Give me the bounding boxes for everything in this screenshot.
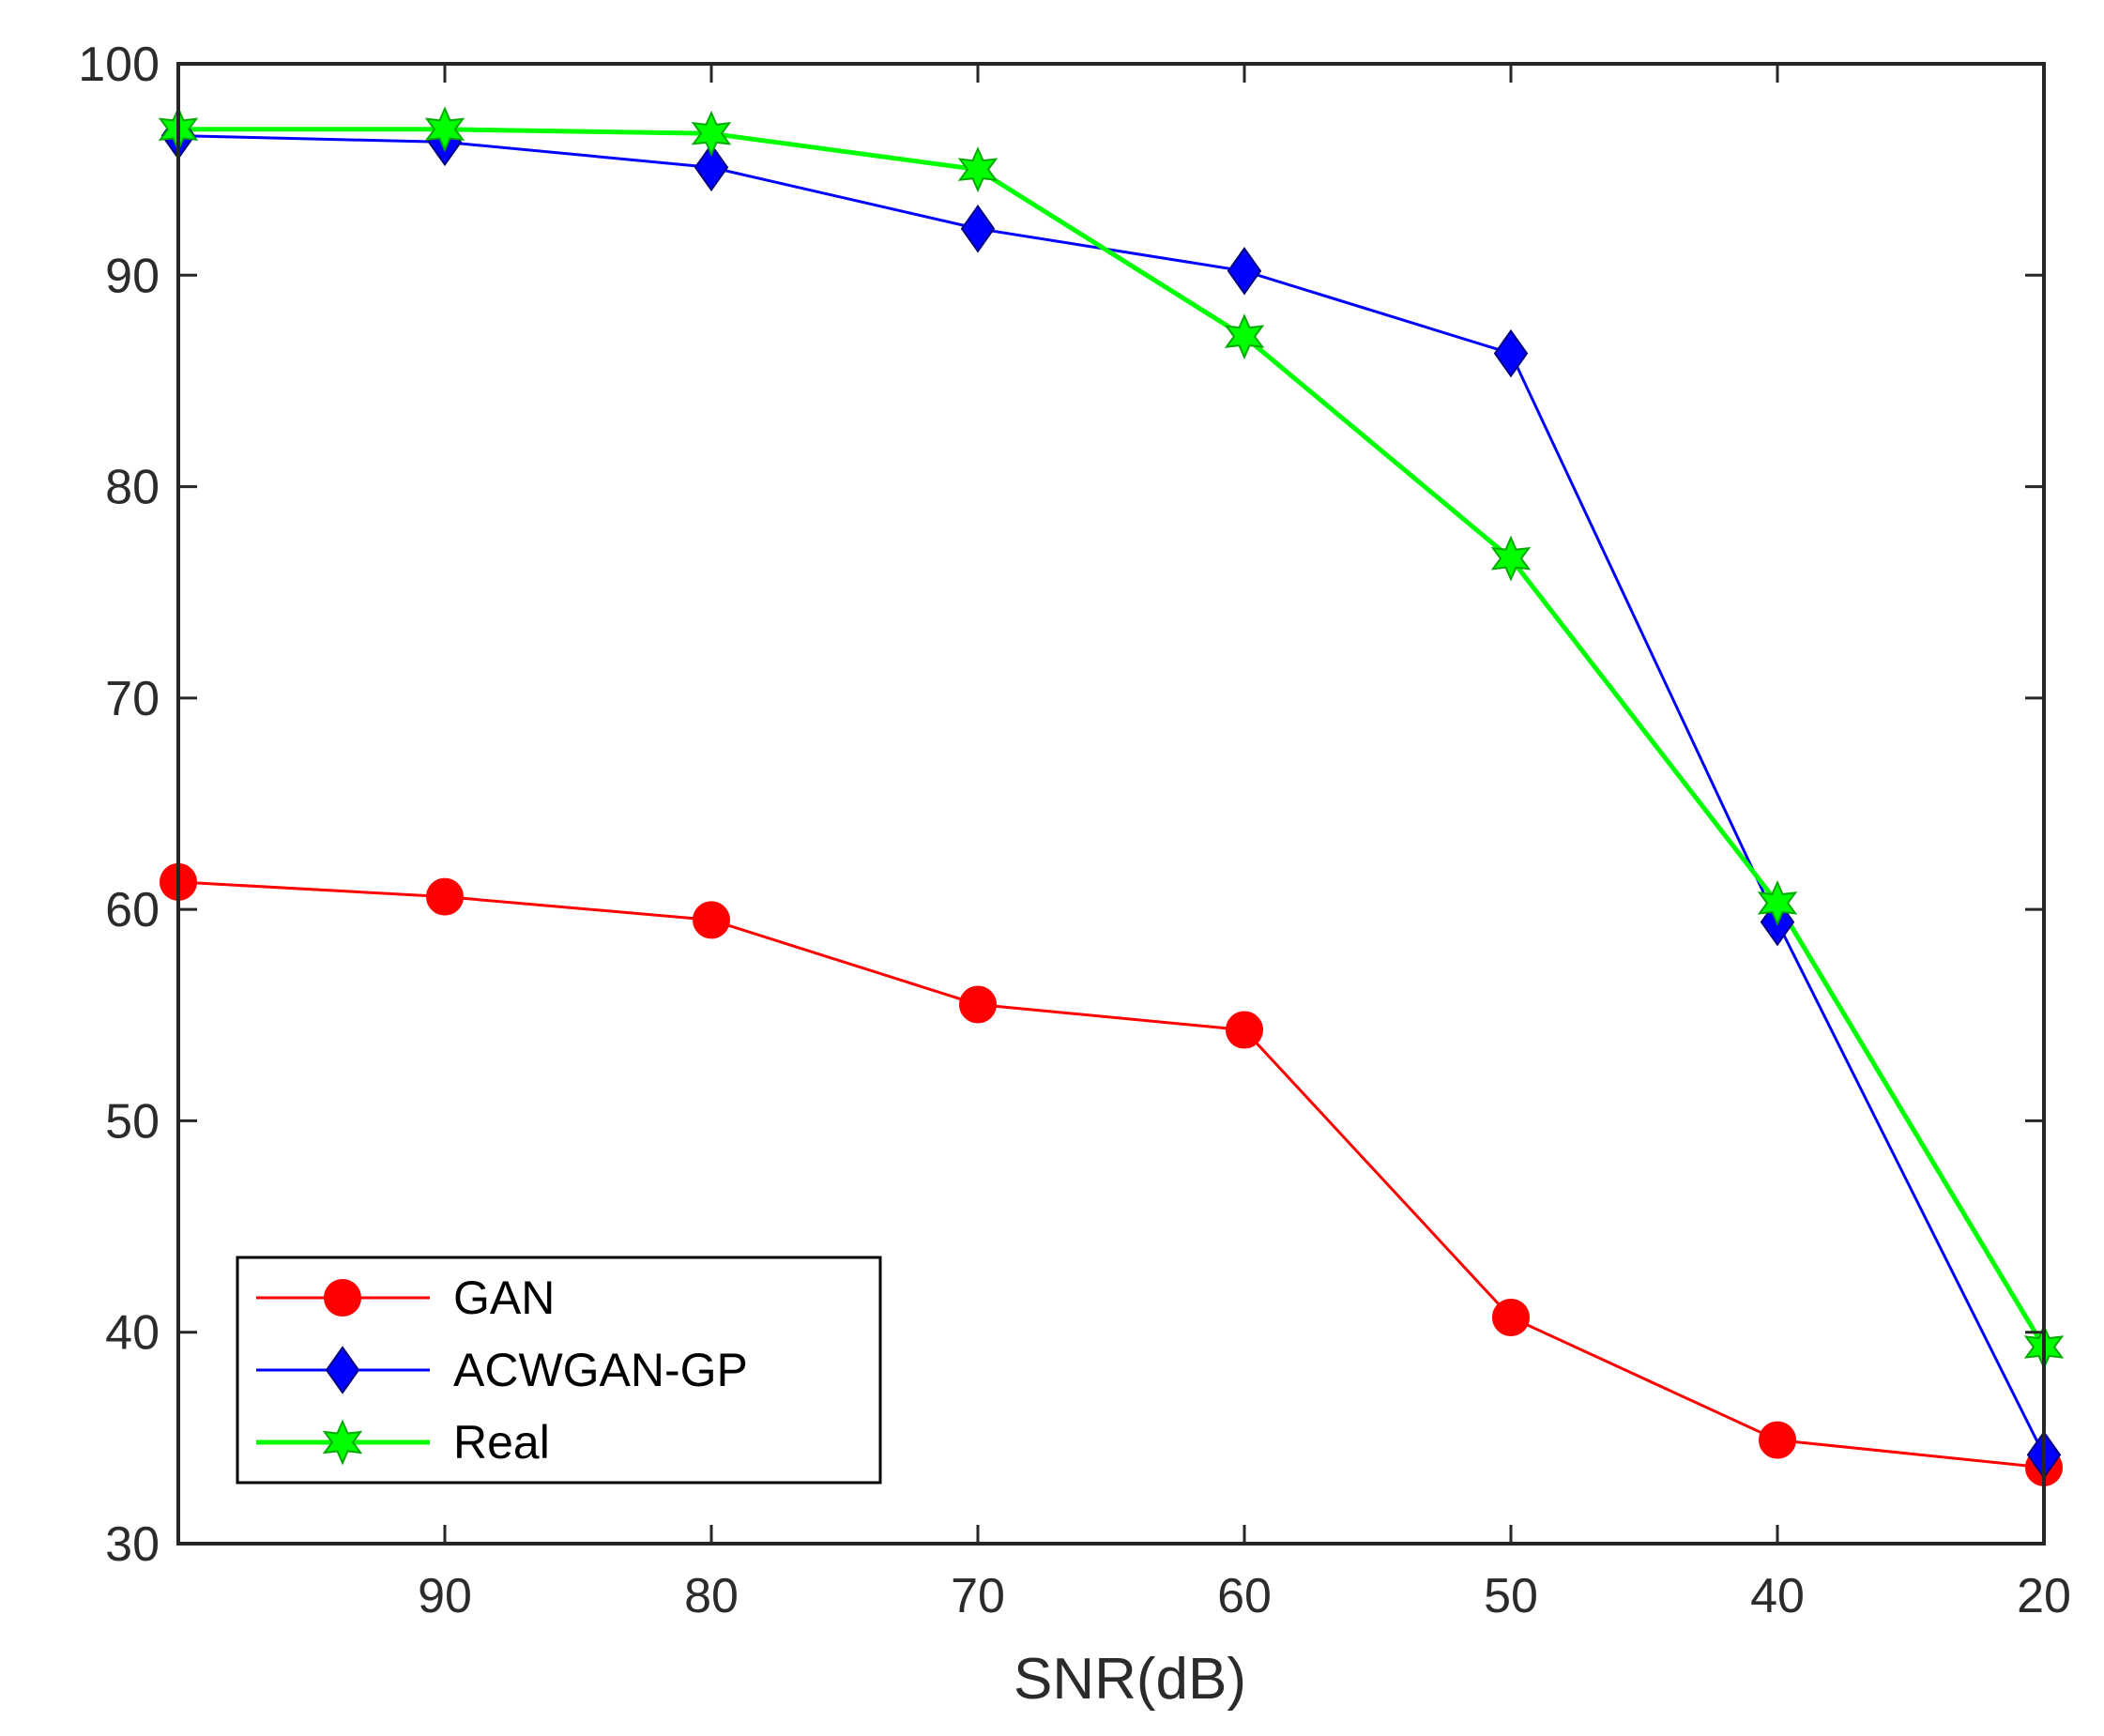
y-tick-label: 40 bbox=[105, 1306, 160, 1361]
marker-gan bbox=[959, 985, 997, 1024]
marker-real bbox=[1490, 535, 1532, 582]
legend-label-real: Real bbox=[453, 1416, 550, 1469]
y-tick-label: 100 bbox=[78, 38, 160, 92]
legend-marker-gan bbox=[324, 1279, 361, 1317]
marker-gan bbox=[1759, 1421, 1796, 1459]
legend-label-acwgan-gp: ACWGAN-GP bbox=[453, 1344, 748, 1396]
series-real bbox=[178, 127, 2047, 1348]
marker-real bbox=[691, 110, 732, 157]
series-acwgan-gp bbox=[177, 134, 2046, 1456]
series-gan bbox=[177, 880, 2045, 1470]
marker-acwgan-gp bbox=[1493, 328, 1529, 378]
legend-label-gan: GAN bbox=[453, 1272, 555, 1324]
x-tick-label: 80 bbox=[684, 1569, 739, 1623]
x-tick-label: 90 bbox=[418, 1569, 472, 1623]
x-tick-label: 70 bbox=[951, 1569, 1005, 1623]
x-tick-label: 20 bbox=[2017, 1569, 2071, 1623]
marker-real bbox=[424, 106, 465, 153]
legend-marker-real bbox=[322, 1419, 363, 1466]
y-tick-label: 90 bbox=[105, 249, 160, 303]
marker-real bbox=[957, 146, 999, 193]
marker-real bbox=[1757, 879, 1798, 926]
x-axis-title: SNR(dB) bbox=[1014, 1647, 1246, 1712]
marker-gan bbox=[426, 877, 464, 916]
marker-acwgan-gp bbox=[694, 143, 729, 192]
plot-frame bbox=[176, 62, 2046, 1546]
y-tick-label: 60 bbox=[105, 883, 160, 937]
legend: GAN ACWGAN-GP Real bbox=[236, 1256, 882, 1485]
y-tick-label: 50 bbox=[105, 1094, 160, 1149]
y-tick-label: 70 bbox=[105, 672, 160, 726]
y-tick-label: 80 bbox=[105, 461, 160, 515]
marker-acwgan-gp bbox=[960, 204, 996, 253]
series-layer bbox=[158, 106, 2065, 1486]
line-gan bbox=[177, 880, 2045, 1470]
markers-real bbox=[158, 106, 2065, 1370]
line-real bbox=[178, 127, 2047, 1348]
marker-real bbox=[1224, 313, 1265, 360]
tick-layer: 30 40 50 60 70 80 90 100 90 80 70 60 50 40 20 bbox=[78, 38, 2071, 1623]
legend-marker-acwgan-gp bbox=[325, 1346, 360, 1394]
x-tick-label: 40 bbox=[1750, 1569, 1805, 1623]
x-tick-label: 60 bbox=[1217, 1569, 1272, 1623]
marker-acwgan-gp bbox=[1227, 247, 1262, 296]
marker-gan bbox=[1226, 1011, 1263, 1049]
marker-gan bbox=[693, 901, 730, 939]
line-acwgan-gp bbox=[177, 134, 2046, 1456]
y-tick-label: 30 bbox=[105, 1517, 160, 1572]
x-tick-label: 50 bbox=[1484, 1569, 1538, 1623]
marker-gan bbox=[1492, 1298, 1530, 1336]
